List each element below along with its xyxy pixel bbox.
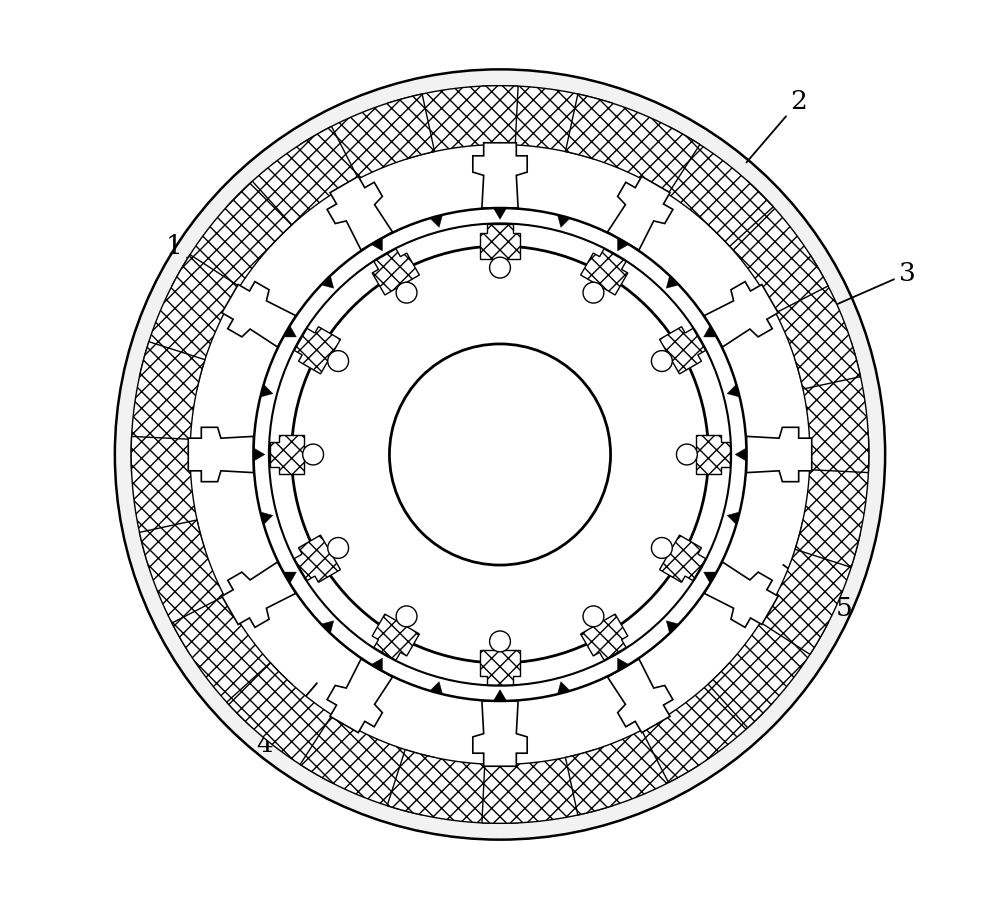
Polygon shape <box>704 282 778 347</box>
Polygon shape <box>294 326 340 374</box>
Polygon shape <box>172 181 292 313</box>
Text: 4: 4 <box>256 684 317 757</box>
Polygon shape <box>284 326 296 337</box>
Polygon shape <box>660 326 706 374</box>
Circle shape <box>115 69 885 840</box>
Polygon shape <box>704 572 716 583</box>
Polygon shape <box>430 215 442 227</box>
Polygon shape <box>294 535 340 583</box>
Polygon shape <box>322 621 334 633</box>
Polygon shape <box>618 238 629 251</box>
Polygon shape <box>558 682 570 694</box>
Polygon shape <box>704 326 716 337</box>
Polygon shape <box>372 614 419 660</box>
Circle shape <box>490 257 510 278</box>
Polygon shape <box>300 715 435 815</box>
Polygon shape <box>480 225 520 259</box>
Circle shape <box>651 351 672 372</box>
Polygon shape <box>387 750 518 824</box>
Polygon shape <box>608 659 673 733</box>
Polygon shape <box>660 535 706 583</box>
Polygon shape <box>581 614 628 660</box>
Text: 5: 5 <box>783 564 853 621</box>
Circle shape <box>396 606 417 627</box>
Polygon shape <box>642 126 773 246</box>
Polygon shape <box>642 663 773 783</box>
Text: 1: 1 <box>165 234 240 304</box>
Polygon shape <box>608 176 673 250</box>
Polygon shape <box>473 143 527 208</box>
Circle shape <box>583 282 604 303</box>
Polygon shape <box>760 255 861 389</box>
Polygon shape <box>172 596 292 728</box>
Polygon shape <box>482 85 613 159</box>
Polygon shape <box>372 249 419 295</box>
Polygon shape <box>727 385 739 397</box>
Circle shape <box>303 445 324 464</box>
Polygon shape <box>327 659 392 733</box>
Polygon shape <box>227 663 358 783</box>
Polygon shape <box>708 181 828 313</box>
Polygon shape <box>131 342 205 473</box>
Polygon shape <box>139 520 240 654</box>
Polygon shape <box>261 512 273 524</box>
Polygon shape <box>131 436 205 567</box>
Polygon shape <box>473 701 527 766</box>
Circle shape <box>183 137 817 772</box>
Circle shape <box>651 537 672 558</box>
Circle shape <box>396 282 417 303</box>
Polygon shape <box>322 276 334 288</box>
Polygon shape <box>371 658 382 671</box>
Circle shape <box>676 445 697 464</box>
Circle shape <box>389 344 611 565</box>
Polygon shape <box>480 650 520 684</box>
Text: 3: 3 <box>838 261 916 304</box>
Polygon shape <box>666 621 678 633</box>
Polygon shape <box>735 448 746 461</box>
Polygon shape <box>261 385 273 397</box>
Polygon shape <box>565 94 700 194</box>
Polygon shape <box>270 435 304 474</box>
Polygon shape <box>254 448 265 461</box>
Polygon shape <box>222 562 296 627</box>
Polygon shape <box>618 658 629 671</box>
Polygon shape <box>227 126 358 246</box>
Polygon shape <box>387 85 518 159</box>
Polygon shape <box>188 427 254 482</box>
Polygon shape <box>139 255 240 389</box>
Polygon shape <box>494 690 506 701</box>
Polygon shape <box>327 176 392 250</box>
Polygon shape <box>666 276 678 288</box>
Polygon shape <box>482 750 613 824</box>
Polygon shape <box>284 572 296 583</box>
Polygon shape <box>565 715 700 815</box>
Polygon shape <box>430 682 442 694</box>
Polygon shape <box>222 282 296 347</box>
Polygon shape <box>494 208 506 219</box>
Polygon shape <box>795 342 869 473</box>
Polygon shape <box>581 249 628 295</box>
Text: 2: 2 <box>746 88 807 163</box>
Circle shape <box>328 351 349 372</box>
Polygon shape <box>696 435 730 474</box>
Polygon shape <box>727 512 739 524</box>
Polygon shape <box>371 238 382 251</box>
Circle shape <box>490 631 510 652</box>
Circle shape <box>583 606 604 627</box>
Circle shape <box>328 537 349 558</box>
Circle shape <box>292 246 708 663</box>
Polygon shape <box>704 562 778 627</box>
Polygon shape <box>746 427 812 482</box>
Polygon shape <box>558 215 570 227</box>
Polygon shape <box>300 94 435 194</box>
Polygon shape <box>760 520 861 654</box>
Polygon shape <box>795 436 869 567</box>
Polygon shape <box>708 596 828 728</box>
